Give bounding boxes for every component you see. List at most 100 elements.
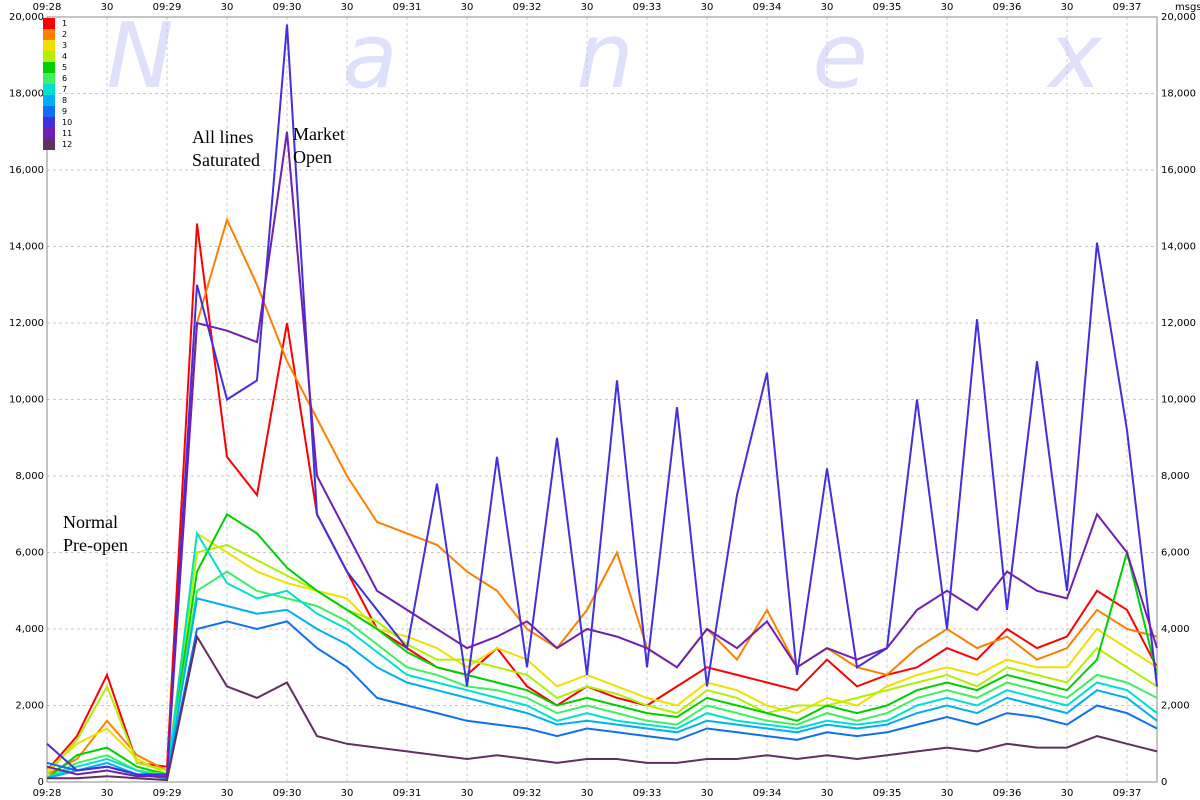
x-tick-label: 09:29	[153, 788, 182, 799]
x-tick-label-top: 30	[1061, 2, 1074, 13]
y-tick-label-right: 4,000	[1161, 624, 1190, 635]
y-tick-label: 12,000	[9, 318, 44, 329]
legend-swatch	[43, 29, 55, 40]
y-tick-label: 16,000	[9, 165, 44, 176]
x-tick-label-top: 30	[821, 2, 834, 13]
x-tick-label: 30	[581, 788, 594, 799]
y-tick-label: 0	[38, 777, 44, 788]
legend-label: 12	[62, 140, 72, 149]
y-tick-label-right: 6,000	[1161, 548, 1190, 559]
series-line	[46, 512, 1158, 779]
legend-label: 1	[62, 19, 67, 28]
y-tick-label: 20,000	[9, 12, 44, 23]
legend-label: 5	[62, 63, 67, 72]
y-axis-label: msgs	[1175, 2, 1200, 13]
y-tick-label-right: 10,000	[1161, 395, 1196, 406]
x-tick-label: 09:37	[1113, 788, 1142, 799]
legend-label: 2	[62, 30, 67, 39]
y-tick-label-right: 20,000	[1161, 12, 1196, 23]
x-tick-label-top: 30	[461, 2, 474, 13]
legend-swatch	[43, 51, 55, 62]
x-tick-label-top: 09:28	[33, 2, 62, 13]
y-tick-label-right: 16,000	[1161, 165, 1196, 176]
series-line	[46, 570, 1158, 780]
series-line	[46, 530, 1158, 780]
x-tick-label-top: 09:31	[393, 2, 422, 13]
y-tick-label-right: 0	[1161, 777, 1167, 788]
x-tick-label-top: 09:36	[993, 2, 1022, 13]
legend-label: 11	[62, 129, 72, 138]
legend-label: 3	[62, 41, 67, 50]
x-tick-label-top: 30	[341, 2, 354, 13]
y-tick-label: 6,000	[15, 548, 44, 559]
legend-label: 8	[62, 96, 67, 105]
legend-swatch	[43, 40, 55, 51]
x-tick-label: 30	[221, 788, 234, 799]
annotation: Saturated	[192, 150, 260, 170]
series-line	[46, 223, 1158, 772]
x-tick-label-top: 09:29	[153, 2, 182, 13]
y-tick-label: 14,000	[9, 242, 44, 253]
y-tick-label: 4,000	[15, 624, 44, 635]
plot-frame	[46, 16, 1158, 783]
x-tick-label: 09:28	[33, 788, 62, 799]
annotation: Normal	[63, 512, 118, 532]
x-tick-label-top: 09:34	[753, 2, 782, 13]
y-tick-label-right: 14,000	[1161, 242, 1196, 253]
legend-swatch	[43, 62, 55, 73]
y-tick-label: 10,000	[9, 395, 44, 406]
series-line	[46, 24, 1158, 776]
x-tick-label-top: 30	[101, 2, 114, 13]
y-tick-label-right: 8,000	[1161, 471, 1190, 482]
legend-label: 7	[62, 85, 67, 94]
x-tick-label: 09:33	[633, 788, 662, 799]
x-tick-label-top: 30	[941, 2, 954, 13]
watermark: a	[342, 4, 397, 109]
annotation: All lines	[192, 127, 254, 147]
x-tick-label-top: 30	[701, 2, 714, 13]
legend-swatch	[43, 73, 55, 84]
series-line	[46, 131, 1158, 778]
series-line	[46, 216, 1158, 776]
x-tick-label-top: 09:35	[873, 2, 902, 13]
legend-swatch	[43, 117, 55, 128]
series-line	[46, 531, 1158, 776]
x-tick-label-top: 30	[221, 2, 234, 13]
series-line	[47, 633, 1158, 782]
x-tick-label: 30	[101, 788, 114, 799]
x-tick-label: 09:30	[273, 788, 302, 799]
annotation: Open	[293, 147, 332, 167]
watermark: N	[106, 4, 173, 109]
x-tick-label: 30	[701, 788, 714, 799]
series-line	[46, 620, 1158, 780]
y-tick-label: 18,000	[9, 89, 44, 100]
x-tick-label: 30	[341, 788, 354, 799]
x-tick-label: 30	[461, 788, 474, 799]
legend-swatch	[43, 106, 55, 117]
legend-swatch	[43, 18, 55, 29]
y-tick-label: 8,000	[15, 471, 44, 482]
series-line	[46, 543, 1158, 776]
watermark: n	[576, 4, 633, 109]
x-tick-label: 09:31	[393, 788, 422, 799]
x-tick-label: 30	[1061, 788, 1074, 799]
legend-label: 4	[62, 52, 67, 61]
x-tick-label: 09:34	[753, 788, 782, 799]
annotation: Market	[293, 124, 345, 144]
x-tick-label-top: 09:30	[273, 2, 302, 13]
x-tick-label: 09:36	[993, 788, 1022, 799]
x-tick-label: 30	[941, 788, 954, 799]
series-line	[46, 597, 1158, 780]
annotation: Pre-open	[63, 535, 128, 555]
watermark: x	[1045, 4, 1103, 109]
y-tick-label-right: 18,000	[1161, 89, 1196, 100]
y-tick-label-right: 2,000	[1161, 701, 1190, 712]
x-tick-label: 30	[821, 788, 834, 799]
legend-swatch	[43, 84, 55, 95]
x-tick-label-top: 09:32	[513, 2, 542, 13]
x-tick-label-top: 30	[581, 2, 594, 13]
legend-label: 9	[62, 107, 67, 116]
y-tick-label: 2,000	[15, 701, 44, 712]
y-tick-label-right: 12,000	[1161, 318, 1196, 329]
